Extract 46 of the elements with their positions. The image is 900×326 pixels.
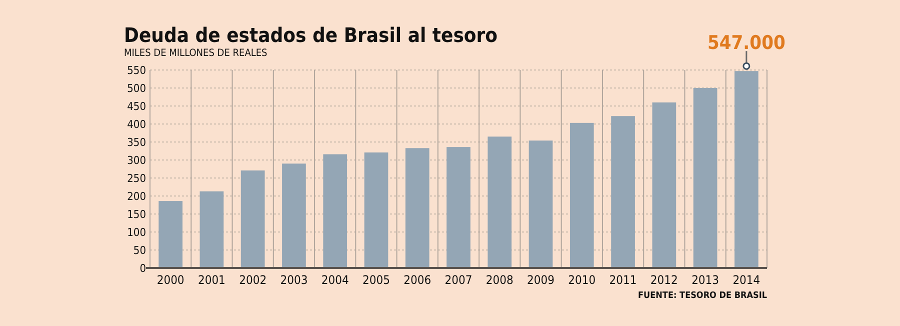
bar	[200, 191, 224, 268]
bar	[734, 71, 758, 268]
y-tick-label: 200	[127, 190, 146, 203]
x-tick-label: 2009	[527, 273, 555, 287]
bar	[446, 147, 470, 268]
y-tick-label: 0	[140, 262, 146, 275]
y-tick-label: 350	[127, 136, 146, 149]
bar	[405, 148, 430, 268]
y-tick-label: 100	[127, 226, 146, 239]
bar	[611, 116, 635, 268]
x-tick-label: 2008	[486, 273, 514, 287]
y-tick-label: 550	[127, 64, 146, 77]
annotation: 547.000	[708, 32, 786, 54]
bar	[528, 140, 553, 268]
y-tick-label: 500	[127, 82, 146, 95]
x-tick-label: 2004	[321, 273, 349, 287]
y-tick-label: 50	[133, 244, 146, 257]
bar	[323, 154, 348, 268]
y-tick-label: 250	[127, 172, 146, 185]
x-tick-label: 2012	[650, 273, 678, 287]
x-tick-label: 2007	[444, 273, 472, 287]
x-tick-label: 2011	[609, 273, 637, 287]
bar	[240, 170, 265, 268]
x-tick-label: 2010	[568, 273, 596, 287]
y-tick-label: 450	[127, 100, 146, 113]
x-tick-label: 2006	[404, 273, 432, 287]
bar	[570, 122, 594, 268]
bar	[158, 201, 182, 268]
y-tick-label: 400	[127, 118, 146, 131]
x-tick-label: 2000	[156, 273, 184, 287]
x-tick-label: 2001	[198, 273, 226, 287]
x-tick-label: 2013	[692, 273, 720, 287]
bar	[282, 164, 306, 268]
x-tick-label: 2002	[239, 273, 267, 287]
x-tick-label: 2014	[732, 273, 760, 287]
x-tick-label: 2005	[362, 273, 390, 287]
y-tick-label: 150	[127, 208, 146, 221]
bar	[364, 152, 388, 268]
source-note: FUENTE: TESORO DE BRASIL	[638, 291, 767, 301]
chart-title: Deuda de estados de Brasil al tesoro	[124, 23, 498, 47]
bar	[652, 102, 676, 268]
y-tick-label: 300	[127, 154, 146, 167]
bar	[693, 88, 718, 268]
bar	[488, 136, 512, 268]
chart-subtitle: MILES DE MILLONES DE REALES	[124, 48, 268, 59]
x-tick-label: 2003	[280, 273, 308, 287]
